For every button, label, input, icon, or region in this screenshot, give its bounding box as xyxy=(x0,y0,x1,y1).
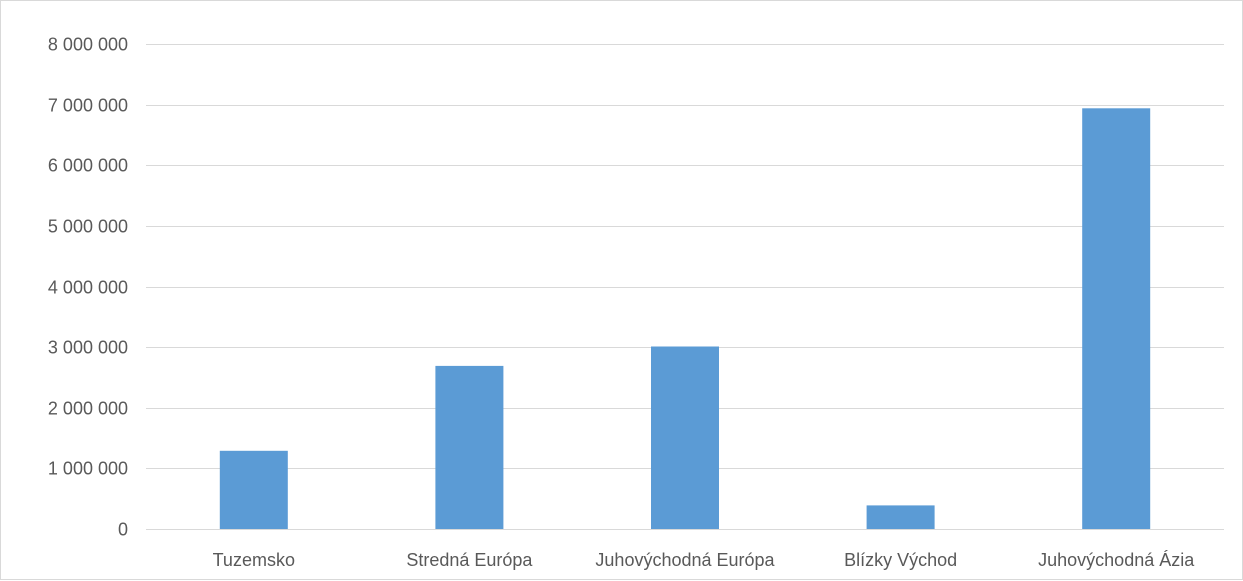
x-category-label: Juhovýchodná Ázia xyxy=(1038,550,1195,570)
y-tick-label: 0 xyxy=(118,520,128,540)
x-category-label: Tuzemsko xyxy=(213,550,295,570)
gridlines xyxy=(146,44,1224,530)
y-tick-label: 6 000 000 xyxy=(48,156,128,176)
bar xyxy=(866,505,935,529)
y-tick-label: 4 000 000 xyxy=(48,278,128,298)
bar xyxy=(1082,108,1151,530)
x-axis-category-labels: Tuzemsko Stredná Európa Juhovýchodná Európ… xyxy=(213,550,1196,570)
y-tick-label: 2 000 000 xyxy=(48,399,128,419)
y-tick-label: 8 000 000 xyxy=(48,35,128,55)
y-tick-label: 5 000 000 xyxy=(48,217,128,237)
bar xyxy=(435,365,504,529)
x-category-label: Stredná Európa xyxy=(406,550,533,570)
x-category-label: Blízky Východ xyxy=(844,550,957,570)
y-tick-label: 1 000 000 xyxy=(48,459,128,479)
y-tick-label: 7 000 000 xyxy=(48,96,128,116)
x-category-label: Juhovýchodná Európa xyxy=(595,550,775,570)
bar xyxy=(219,450,288,529)
bars xyxy=(219,108,1151,530)
y-axis-tick-labels: 0 1 000 000 2 000 000 3 000 000 4 000 000 5 0… xyxy=(48,35,128,540)
bar xyxy=(651,346,719,529)
y-tick-label: 3 000 000 xyxy=(48,338,128,358)
